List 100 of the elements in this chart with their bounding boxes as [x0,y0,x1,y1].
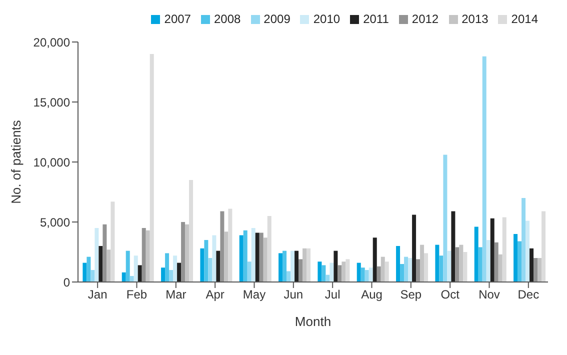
bar [208,258,212,282]
bar [263,238,268,282]
bar [542,211,546,282]
bar [146,230,150,282]
bar [134,256,138,282]
y-axis-title: No. of patients [8,120,24,204]
bar [356,262,361,282]
bar [334,250,338,282]
x-tick-label: Feb [126,288,148,302]
x-tick-label: Mar [166,288,186,302]
legend-label: 2012 [412,12,439,26]
y-tick-label: 20,000 [33,35,70,50]
bar [384,262,389,282]
bar [404,256,408,282]
x-tick-label: Apr [206,288,224,302]
bar [278,253,283,282]
bar [380,256,385,282]
bar [243,230,248,282]
bar [518,241,522,282]
bar [185,224,190,282]
x-tick-label: May [242,288,266,302]
bar [173,256,178,282]
legend-label: 2013 [462,12,488,26]
bar [228,208,232,282]
bar [368,268,373,282]
bar [189,180,194,282]
bar [443,154,448,282]
bar [322,265,326,282]
bar [142,228,146,282]
x-tick-label: Aug [361,288,382,302]
bar [451,211,456,282]
bar [122,272,126,282]
bar [408,258,412,282]
bar [102,224,107,282]
bar [255,232,260,282]
bar [302,248,307,282]
bar [212,235,216,282]
bar [372,238,377,282]
bar [455,247,460,282]
bar [396,246,400,282]
bar [538,258,542,282]
bar [110,202,115,282]
bar [522,198,526,282]
bar [482,56,486,282]
bar [204,240,208,282]
bar [150,54,154,282]
bar [416,259,420,282]
bar [463,252,468,282]
bar [478,247,482,282]
bar [474,226,478,282]
bar [267,216,272,282]
bar [290,250,295,282]
bar [318,262,322,282]
bar [502,217,506,282]
bar [360,268,365,282]
x-axis-title: Month [294,314,332,329]
x-tick-label: Oct [440,288,460,302]
legend-label: 2008 [214,12,241,26]
bar [338,265,342,282]
x-tick-label: Dec [518,288,540,302]
bar [169,270,174,282]
legend-label: 2011 [363,12,389,26]
bar [94,228,99,282]
bar [486,240,490,282]
bar [530,248,534,282]
bar [86,256,91,282]
legend-label: 2009 [264,12,290,26]
bar [161,268,166,282]
x-tick-label: Jan [88,288,108,302]
bar [224,232,228,282]
bar [412,214,416,282]
bar [82,262,87,282]
y-tick-label: 5,000 [40,215,70,230]
bar [435,244,440,282]
bar [130,276,134,282]
bar [439,256,444,282]
y-tick-label: 10,000 [33,155,70,170]
x-tick-label: Sep [400,288,422,302]
bar [294,250,299,282]
bar [106,250,111,282]
bar [326,274,330,282]
bar [239,235,244,282]
bar [364,270,369,282]
bar [177,262,182,282]
bar [126,250,130,282]
bar [165,253,170,282]
bar [200,248,204,282]
bar [216,250,220,282]
bar [424,253,428,282]
bar [490,218,494,282]
legend-label: 2007 [164,12,191,26]
bar [459,244,464,282]
bar [376,266,381,282]
bar [247,262,252,282]
x-tick-label: Nov [478,288,500,302]
bar [342,262,346,282]
bar [138,265,142,282]
bar [259,232,264,282]
bar [494,242,498,282]
bar [251,228,256,282]
